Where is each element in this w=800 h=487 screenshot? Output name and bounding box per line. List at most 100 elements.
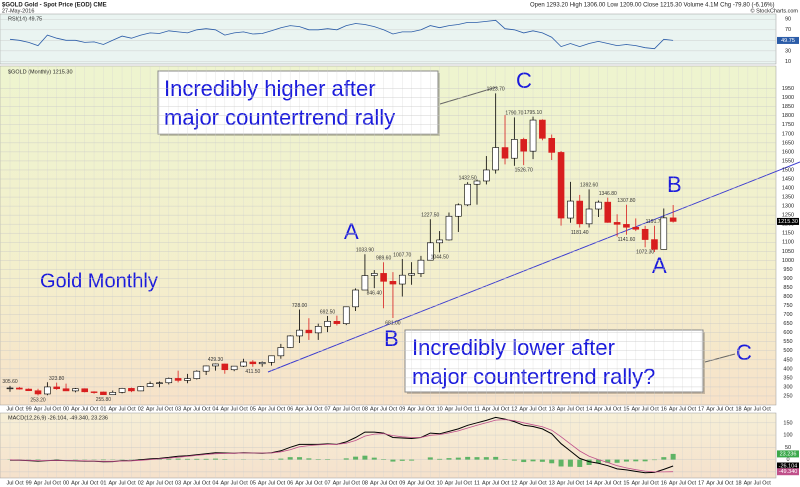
histogram-bar [166, 458, 172, 460]
x-tick-label: Oct [575, 480, 584, 486]
histogram-bar [483, 457, 489, 460]
histogram-bar [399, 459, 405, 461]
x-tick-label: Oct [463, 406, 472, 412]
wave-label: A [652, 253, 667, 278]
y-tick-label: 1500 [782, 167, 794, 173]
value-label: 1141.60 [618, 237, 636, 243]
date: 27-May-2016 [2, 8, 34, 14]
histogram-bar [343, 458, 349, 460]
x-tick-label: 07 [324, 406, 330, 412]
x-tick-label: Oct [15, 480, 24, 486]
x-tick-label: Apr [370, 406, 379, 412]
histogram-bar [455, 457, 461, 460]
y-tick-label: 150 [783, 420, 792, 426]
candle-body [25, 388, 32, 392]
histogram-bar [642, 459, 648, 462]
macd-title: MACD(12,26,9) -26.104, -49.340, 23.236 [8, 415, 108, 421]
x-tick-label: Oct [725, 480, 734, 486]
candle-body [352, 289, 359, 308]
x-tick-label: Apr [482, 406, 491, 412]
macd-panel [0, 412, 777, 479]
x-tick-label: 06 [287, 480, 293, 486]
histogram-bar [577, 459, 583, 467]
y-tick-label: 700 [783, 312, 792, 318]
x-tick-label: Oct [277, 480, 286, 486]
histogram-bar [474, 457, 480, 460]
x-tick-label: Jul [193, 406, 200, 412]
x-tick-label: Oct [762, 480, 771, 486]
value-label: 429.30 [208, 357, 224, 363]
candle-body [604, 201, 612, 223]
histogram-bar [465, 456, 471, 460]
candle-body [258, 362, 266, 365]
candle-body [426, 242, 434, 261]
x-tick-label: Oct [90, 480, 99, 486]
x-tick-label: 09 [399, 406, 405, 412]
y-tick-label: 1350 [782, 195, 794, 201]
y-tick-label: 1300 [782, 204, 794, 210]
x-tick-label: Jul [530, 480, 537, 486]
candle-body [613, 222, 621, 225]
y-tick-label: 900 [783, 276, 792, 282]
x-tick-label: Apr [258, 406, 267, 412]
callout-arrow [704, 353, 736, 363]
candle-body [324, 320, 331, 327]
x-tick-label: Apr [519, 406, 528, 412]
x-tick-label: 17 [698, 406, 704, 412]
x-tick-label: Apr [146, 406, 155, 412]
candle-body [72, 388, 79, 392]
x-tick-label: Jul [417, 480, 424, 486]
x-tick-label: Oct [650, 480, 659, 486]
y-tick-label: 750 [783, 303, 792, 309]
histogram-bar [353, 456, 359, 460]
x-tick-label: Jul [268, 406, 275, 412]
value-label: 1923.70 [487, 87, 505, 93]
x-tick-label: Oct [239, 480, 248, 486]
y-tick-label: 1550 [782, 158, 794, 164]
candle-body [156, 382, 163, 384]
x-tick-label: 07 [324, 480, 330, 486]
candle-body [128, 388, 135, 392]
candle-body [230, 365, 238, 371]
x-tick-label: Oct [613, 480, 622, 486]
y-tick-label: 1050 [782, 249, 794, 255]
candle-body [286, 335, 294, 348]
y-tick-label: 100 [783, 433, 792, 439]
x-tick-label: 00 [63, 406, 69, 412]
value-label: 1790.70 [505, 111, 523, 117]
x-tick-label: 04 [212, 406, 218, 412]
x-tick-label: Apr [594, 406, 603, 412]
candle-body [539, 119, 546, 139]
x-tick-label: Oct [15, 406, 24, 412]
value-label: 305.60 [2, 379, 18, 385]
candle-body [501, 147, 509, 159]
candle-body [81, 388, 89, 393]
value-label: 1432.50 [459, 175, 477, 181]
value-label: 681.00 [385, 320, 401, 326]
y-tick-label: 90 [785, 17, 791, 23]
x-tick-label: Jul [417, 406, 424, 412]
x-tick-label: Jul [679, 480, 686, 486]
value-label: 846.40 [367, 290, 383, 296]
histogram-bar [633, 459, 639, 462]
x-tick-label: Oct [127, 480, 136, 486]
line [9, 419, 674, 473]
x-tick-label: 18 [735, 406, 741, 412]
x-tick-label: Oct [501, 480, 510, 486]
x-tick-label: Jul [492, 406, 499, 412]
x-tick-label: Oct [688, 480, 697, 486]
y-tick-label: 1250 [782, 213, 794, 219]
x-tick-label: Apr [221, 406, 230, 412]
candle-body [576, 200, 584, 225]
x-tick-label: Apr [146, 480, 155, 486]
y-tick-label: 500 [783, 348, 792, 354]
candle-body [595, 201, 602, 210]
y-tick-label: 1400 [782, 185, 794, 191]
x-tick-label: Apr [482, 480, 491, 486]
y-tick-label: 10 [785, 59, 791, 65]
histogram-bar [530, 459, 536, 462]
x-tick-label: 14 [586, 480, 592, 486]
x-tick-label: Jul [567, 480, 574, 486]
candle-body [660, 217, 668, 250]
